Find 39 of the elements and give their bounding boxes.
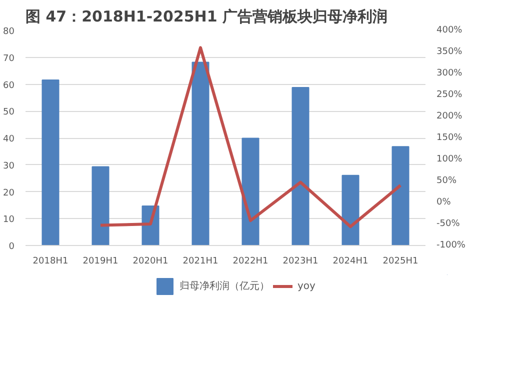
y-tick-label: 70 xyxy=(3,54,15,64)
y2-tick-label: 200% xyxy=(436,112,463,122)
y2-tick-label: 350% xyxy=(436,47,463,57)
y2-tick-label: 50% xyxy=(436,176,457,186)
y2-tick-label: -50% xyxy=(436,219,460,229)
bar xyxy=(42,79,60,246)
bar xyxy=(392,146,410,246)
x-tick-label: 2019H1 xyxy=(82,256,118,266)
y-tick-label: 10 xyxy=(3,215,15,226)
bar xyxy=(242,138,260,246)
y-tick-label: 30 xyxy=(3,161,15,172)
x-tick-label: 2020H1 xyxy=(132,256,168,266)
y-tick-label: 20 xyxy=(3,188,15,198)
x-tick-label: 2018H1 xyxy=(32,256,68,266)
x-tick-label: 2022H1 xyxy=(232,256,268,266)
legend-label: 归母净利润（亿元） xyxy=(180,280,270,293)
y2-tick-label: 150% xyxy=(436,133,463,143)
x-tick-label: 2025H1 xyxy=(382,256,418,266)
y-tick-label: 60 xyxy=(3,80,15,91)
y2-tick-label: 250% xyxy=(436,90,463,100)
y-tick-label: 40 xyxy=(3,134,15,144)
bar xyxy=(342,174,360,246)
y-tick-label: 0 xyxy=(8,242,15,252)
legend-label: yoy xyxy=(298,280,316,292)
y-tick-label: 80 xyxy=(3,27,15,37)
bar xyxy=(292,86,310,246)
y2-tick-label: 400% xyxy=(436,26,463,36)
line-series xyxy=(99,46,402,228)
chart-title: 图 47：2018H1-2025H1 广告营销板块归母净利润 xyxy=(26,8,388,26)
y2-tick-label: 0% xyxy=(436,198,452,208)
x-tick-label: 2021H1 xyxy=(182,256,218,266)
y2-tick-label: -100% xyxy=(436,240,466,250)
y2-tick-label: 300% xyxy=(436,68,463,78)
y2-tick-label: 100% xyxy=(436,154,463,164)
bar xyxy=(192,62,210,246)
y-tick-label: 50 xyxy=(3,108,15,118)
x-tick-label: 2023H1 xyxy=(282,256,318,266)
bar xyxy=(92,166,110,246)
x-tick-label: 2024H1 xyxy=(332,256,368,266)
